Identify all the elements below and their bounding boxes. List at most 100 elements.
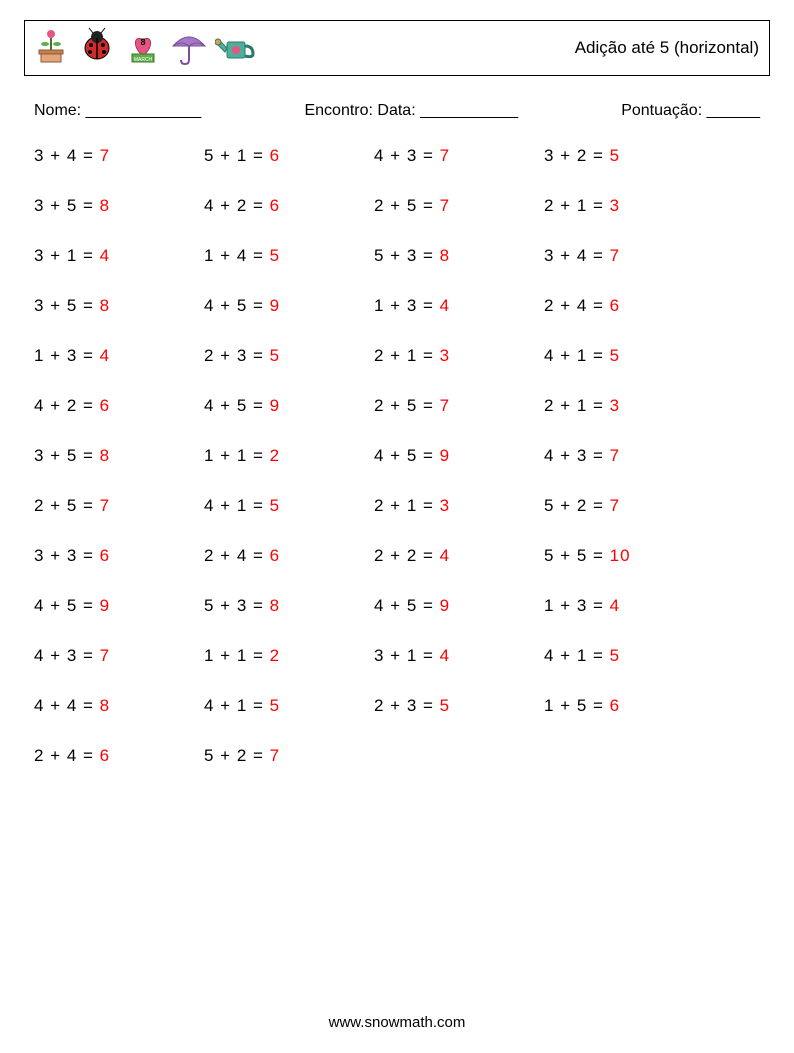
watering-can-icon	[215, 26, 255, 71]
umbrella-icon	[169, 26, 209, 71]
math-problem: 2 + 4 = 6	[544, 296, 714, 316]
answer: 4	[100, 346, 110, 365]
math-problem: 4 + 1 = 5	[544, 646, 714, 666]
answer: 7	[270, 746, 280, 765]
answer: 9	[270, 396, 280, 415]
answer: 6	[100, 546, 110, 565]
answer: 8	[100, 296, 110, 315]
math-problem: 4 + 3 = 7	[34, 646, 204, 666]
math-problem: 2 + 5 = 7	[374, 196, 544, 216]
answer: 9	[440, 596, 450, 615]
flower-pot-icon	[31, 26, 71, 71]
answer: 8	[100, 446, 110, 465]
math-problem: 3 + 2 = 5	[544, 146, 714, 166]
answer: 9	[100, 596, 110, 615]
math-problem: 2 + 1 = 3	[374, 346, 544, 366]
answer: 7	[100, 646, 110, 665]
problem-grid: 3 + 4 = 75 + 1 = 64 + 3 = 73 + 2 = 53 + …	[34, 146, 770, 766]
math-problem: 1 + 5 = 6	[544, 696, 714, 716]
answer: 9	[270, 296, 280, 315]
math-problem: 2 + 1 = 3	[544, 196, 714, 216]
math-problem: 4 + 5 = 9	[204, 396, 374, 416]
icon-row: 8 MARCH	[31, 26, 255, 71]
ladybug-icon	[77, 26, 117, 71]
math-problem: 4 + 5 = 9	[374, 446, 544, 466]
answer: 6	[610, 696, 620, 715]
math-problem: 2 + 3 = 5	[374, 696, 544, 716]
math-problem: 4 + 5 = 9	[204, 296, 374, 316]
math-problem: 3 + 4 = 7	[34, 146, 204, 166]
answer: 5	[270, 346, 280, 365]
math-problem: 4 + 1 = 5	[544, 346, 714, 366]
math-problem: 3 + 1 = 4	[374, 646, 544, 666]
math-problem: 5 + 2 = 7	[544, 496, 714, 516]
math-problem: 3 + 5 = 8	[34, 446, 204, 466]
math-problem: 4 + 2 = 6	[204, 196, 374, 216]
math-problem: 3 + 3 = 6	[34, 546, 204, 566]
math-problem: 4 + 4 = 8	[34, 696, 204, 716]
math-problem: 2 + 1 = 3	[544, 396, 714, 416]
answer: 7	[440, 146, 450, 165]
math-problem: 1 + 3 = 4	[34, 346, 204, 366]
math-problem: 4 + 5 = 9	[374, 596, 544, 616]
math-problem: 5 + 2 = 7	[204, 746, 374, 766]
answer: 7	[610, 496, 620, 515]
math-problem: 5 + 5 = 10	[544, 546, 714, 566]
answer: 7	[440, 196, 450, 215]
answer: 8	[440, 246, 450, 265]
answer: 8	[100, 196, 110, 215]
math-problem: 1 + 3 = 4	[374, 296, 544, 316]
answer: 5	[610, 146, 620, 165]
math-problem: 1 + 1 = 2	[204, 446, 374, 466]
answer: 6	[100, 396, 110, 415]
math-problem: 1 + 4 = 5	[204, 246, 374, 266]
math-problem: 4 + 3 = 7	[544, 446, 714, 466]
calendar-heart-icon: 8 MARCH	[123, 26, 163, 71]
answer: 6	[270, 146, 280, 165]
answer: 7	[100, 146, 110, 165]
answer: 3	[440, 496, 450, 515]
math-problem: 1 + 3 = 4	[544, 596, 714, 616]
svg-text:MARCH: MARCH	[134, 57, 153, 63]
math-problem: 4 + 1 = 5	[204, 696, 374, 716]
math-problem: 3 + 4 = 7	[544, 246, 714, 266]
answer: 5	[610, 346, 620, 365]
math-problem: 2 + 5 = 7	[374, 396, 544, 416]
math-problem: 2 + 3 = 5	[204, 346, 374, 366]
answer: 7	[100, 496, 110, 515]
answer: 6	[100, 746, 110, 765]
math-problem: 5 + 1 = 6	[204, 146, 374, 166]
answer: 5	[270, 496, 280, 515]
answer: 6	[270, 196, 280, 215]
math-problem: 2 + 4 = 6	[34, 746, 204, 766]
svg-text:8: 8	[140, 37, 145, 47]
math-problem: 2 + 1 = 3	[374, 496, 544, 516]
answer: 5	[270, 696, 280, 715]
answer: 7	[610, 446, 620, 465]
answer: 4	[100, 246, 110, 265]
answer: 2	[270, 446, 280, 465]
math-problem: 4 + 1 = 5	[204, 496, 374, 516]
math-problem: 2 + 5 = 7	[34, 496, 204, 516]
answer: 4	[440, 296, 450, 315]
answer: 4	[440, 546, 450, 565]
math-problem: 4 + 3 = 7	[374, 146, 544, 166]
answer: 8	[270, 596, 280, 615]
math-problem: 2 + 2 = 4	[374, 546, 544, 566]
answer: 3	[610, 396, 620, 415]
answer: 6	[610, 296, 620, 315]
answer: 6	[270, 546, 280, 565]
answer: 3	[440, 346, 450, 365]
answer: 9	[440, 446, 450, 465]
answer: 5	[270, 246, 280, 265]
math-problem: 1 + 1 = 2	[204, 646, 374, 666]
answer: 10	[610, 546, 631, 565]
name-field-label: Nome: _____________	[34, 102, 201, 120]
score-field-label: Pontuação: ______	[621, 102, 760, 120]
answer: 2	[270, 646, 280, 665]
math-problem: 2 + 4 = 6	[204, 546, 374, 566]
worksheet-title: Adição até 5 (horizontal)	[575, 38, 759, 58]
answer: 4	[440, 646, 450, 665]
answer: 3	[610, 196, 620, 215]
answer: 8	[100, 696, 110, 715]
